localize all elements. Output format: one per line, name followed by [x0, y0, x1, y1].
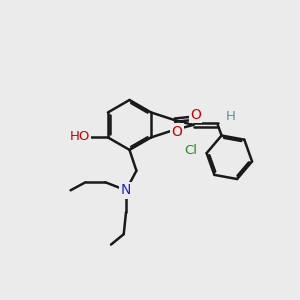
- Text: O: O: [171, 124, 182, 139]
- Text: N: N: [121, 183, 131, 197]
- Text: O: O: [190, 108, 201, 122]
- Text: HO: HO: [70, 130, 90, 143]
- Text: Cl: Cl: [184, 144, 197, 157]
- Text: H: H: [226, 110, 236, 123]
